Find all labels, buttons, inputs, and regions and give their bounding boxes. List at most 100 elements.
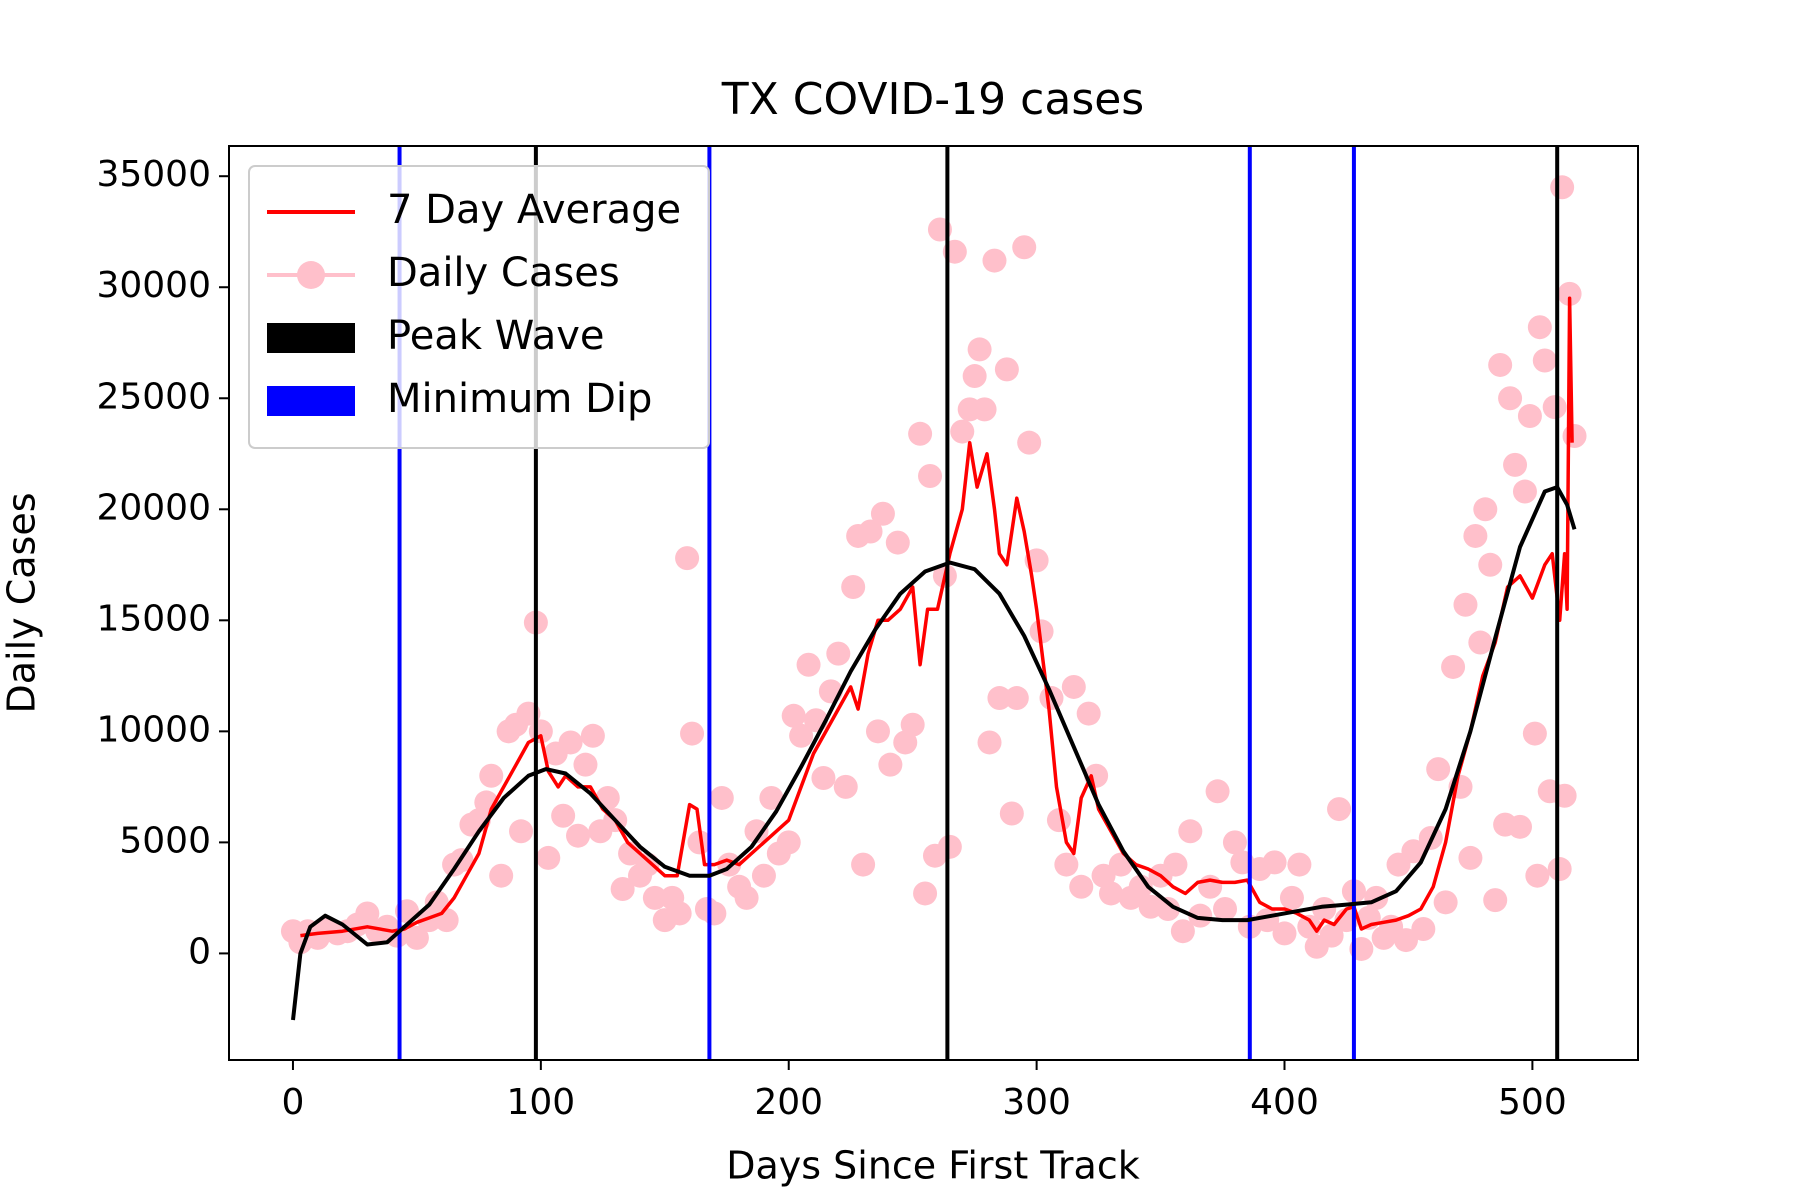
data-point: [1279, 885, 1304, 910]
data-point: [1046, 808, 1071, 833]
data-point: [751, 863, 776, 888]
data-point: [851, 852, 876, 877]
data-point: [776, 830, 801, 855]
data-point: [702, 901, 727, 926]
data-point: [865, 719, 890, 744]
data-point: [580, 723, 605, 748]
data-point: [1473, 497, 1498, 522]
data-point: [1297, 914, 1322, 939]
legend-marker: [297, 261, 325, 289]
data-point: [1468, 630, 1493, 655]
data-point: [1426, 757, 1451, 782]
data-point: [900, 712, 925, 737]
data-point: [489, 863, 514, 888]
data-point: [1178, 819, 1203, 844]
data-point: [1061, 674, 1086, 699]
data-point: [1525, 863, 1550, 888]
x-tick-label: 400: [1250, 1082, 1319, 1123]
data-point: [734, 885, 759, 910]
data-point: [675, 546, 700, 571]
data-point: [744, 819, 769, 844]
legend-box: [248, 165, 710, 449]
data-point: [1213, 896, 1238, 921]
legend-patch: [267, 386, 355, 416]
x-tick-label: 200: [754, 1082, 823, 1123]
data-point: [918, 463, 943, 488]
data-point: [1319, 923, 1344, 948]
data-point: [781, 703, 806, 728]
data-point: [1498, 386, 1523, 411]
y-tick-label: 35000: [96, 154, 211, 195]
legend-patch: [267, 323, 355, 353]
data-point: [972, 397, 997, 422]
data-point: [977, 730, 1002, 755]
data-point: [536, 845, 561, 870]
y-axis-label: Daily Cases: [0, 492, 44, 713]
y-tick-label: 25000: [96, 376, 211, 417]
data-point: [424, 890, 449, 915]
data-point: [1272, 921, 1297, 946]
data-point: [1128, 874, 1153, 899]
data-point: [1562, 424, 1587, 449]
data-point: [982, 248, 1007, 273]
data-point: [950, 419, 975, 444]
data-point: [709, 785, 734, 810]
legend-label: Minimum Dip: [387, 376, 652, 422]
data-point: [1522, 721, 1547, 746]
data-point: [1312, 896, 1337, 921]
data-point: [1527, 315, 1552, 340]
data-point: [908, 421, 933, 446]
data-point: [1488, 352, 1513, 377]
data-point: [1054, 852, 1079, 877]
data-point: [355, 901, 380, 926]
data-point: [1547, 857, 1572, 882]
data-point: [687, 830, 712, 855]
data-point: [551, 803, 576, 828]
data-point: [1156, 896, 1181, 921]
data-point: [1098, 881, 1123, 906]
legend-label: Daily Cases: [387, 250, 620, 296]
data-point: [1017, 430, 1042, 455]
data-point: [1029, 619, 1054, 644]
y-tick-label: 15000: [96, 598, 211, 639]
data-point: [878, 752, 903, 777]
data-point: [885, 530, 910, 555]
data-point: [967, 337, 992, 362]
data-point: [1327, 797, 1352, 822]
x-tick-label: 300: [1002, 1082, 1071, 1123]
data-point: [1004, 686, 1029, 711]
data-point: [826, 641, 851, 666]
data-point: [870, 501, 895, 526]
data-point: [1012, 235, 1037, 260]
data-point: [987, 686, 1012, 711]
data-point: [759, 785, 784, 810]
fit-curve: [291, 485, 1577, 1021]
x-tick-label: 500: [1498, 1082, 1567, 1123]
data-point: [833, 774, 858, 799]
data-point: [618, 841, 643, 866]
data-point: [796, 652, 821, 677]
data-point: [1076, 701, 1101, 726]
data-point: [509, 819, 534, 844]
y-tick-label: 30000: [96, 265, 211, 306]
data-point: [994, 357, 1019, 382]
data-point: [1401, 839, 1426, 864]
data-point: [566, 823, 591, 848]
data-point: [962, 364, 987, 389]
data-point: [1222, 830, 1247, 855]
data-point: [1478, 552, 1503, 577]
y-tick-label: 20000: [96, 487, 211, 528]
data-point: [811, 765, 836, 790]
data-point: [558, 730, 583, 755]
chart-title: TX COVID-19 cases: [721, 74, 1144, 125]
data-point: [667, 901, 692, 926]
data-point: [841, 575, 866, 600]
data-point: [1262, 850, 1287, 875]
data-point: [1532, 348, 1557, 373]
data-point: [1393, 928, 1418, 953]
data-point: [573, 752, 598, 777]
data-point: [1503, 452, 1528, 477]
data-point: [858, 519, 883, 544]
